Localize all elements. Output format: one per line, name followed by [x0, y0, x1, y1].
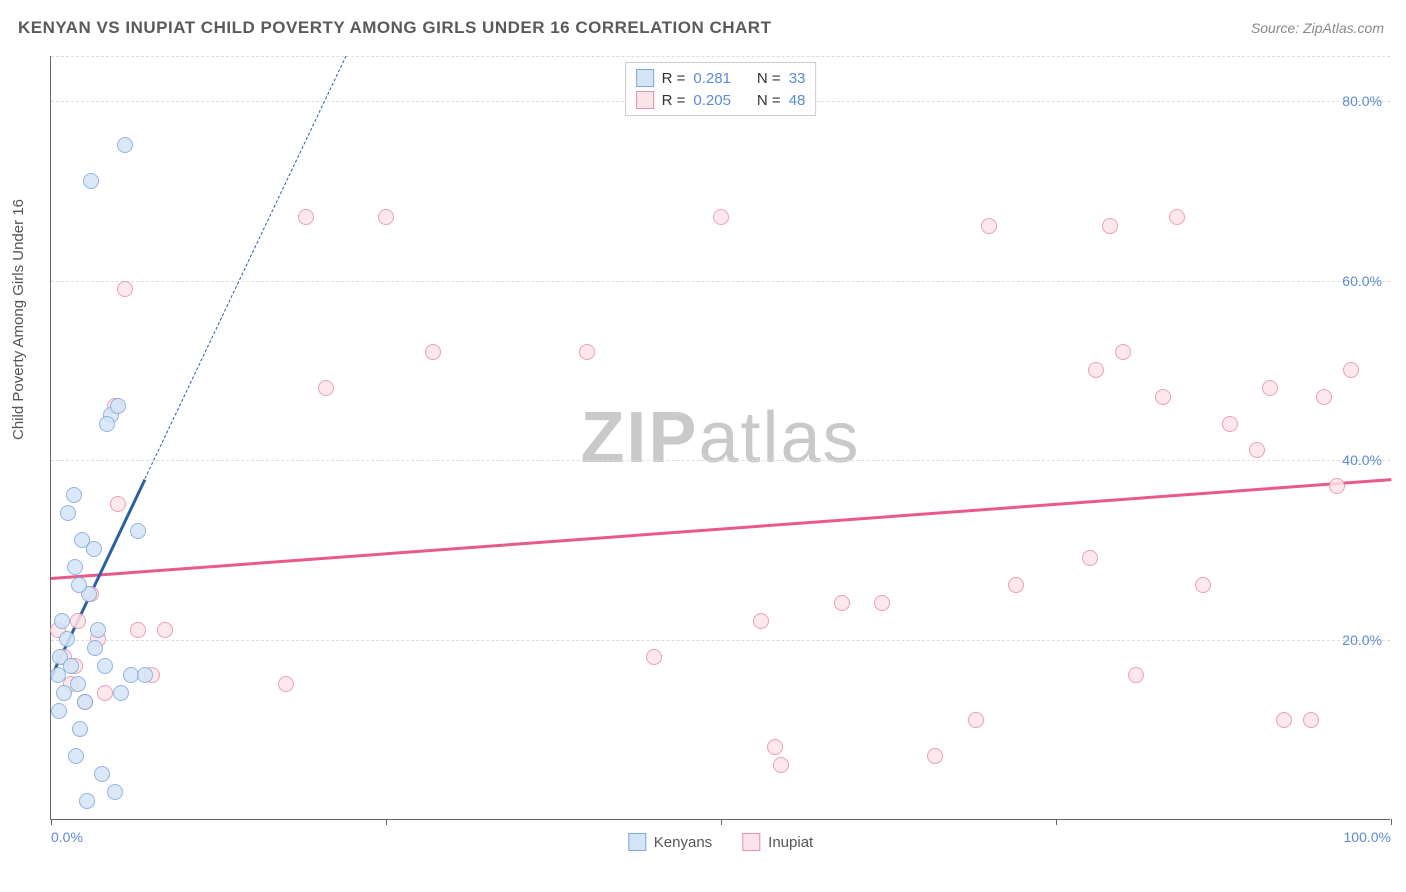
n-label: N =	[757, 70, 781, 87]
data-point	[97, 658, 113, 674]
data-point	[54, 613, 70, 629]
trendline	[51, 478, 1391, 580]
data-point	[70, 676, 86, 692]
data-point	[79, 793, 95, 809]
data-point	[63, 658, 79, 674]
data-point	[1222, 416, 1238, 432]
n-label: N =	[757, 92, 781, 109]
r-label: R =	[662, 70, 686, 87]
legend-stats: R = 0.281 N = 33 R = 0.205 N = 48	[625, 62, 817, 116]
data-point	[110, 496, 126, 512]
data-point	[1303, 712, 1319, 728]
watermark: ZIPatlas	[580, 397, 860, 479]
y-tick-label: 60.0%	[1342, 273, 1382, 289]
data-point	[130, 523, 146, 539]
data-point	[1169, 209, 1185, 225]
data-point	[83, 173, 99, 189]
data-point	[1008, 577, 1024, 593]
data-point	[425, 344, 441, 360]
data-point	[67, 559, 83, 575]
data-point	[753, 613, 769, 629]
data-point	[117, 137, 133, 153]
data-point	[70, 613, 86, 629]
legend-stats-row-inupiat: R = 0.205 N = 48	[636, 89, 806, 111]
data-point	[298, 209, 314, 225]
source-attribution: Source: ZipAtlas.com	[1251, 20, 1384, 36]
data-point	[97, 685, 113, 701]
data-point	[278, 676, 294, 692]
legend-label-inupiat: Inupiat	[768, 834, 813, 851]
data-point	[646, 649, 662, 665]
legend-item-inupiat: Inupiat	[742, 833, 813, 851]
data-point	[60, 505, 76, 521]
r-label: R =	[662, 92, 686, 109]
data-point	[1195, 577, 1211, 593]
data-point	[834, 595, 850, 611]
data-point	[87, 640, 103, 656]
legend-stats-row-kenyans: R = 0.281 N = 33	[636, 67, 806, 89]
data-point	[1088, 362, 1104, 378]
y-axis-label: Child Poverty Among Girls Under 16	[10, 199, 27, 440]
data-point	[1316, 389, 1332, 405]
data-point	[968, 712, 984, 728]
data-point	[137, 667, 153, 683]
data-point	[981, 218, 997, 234]
data-point	[767, 739, 783, 755]
data-point	[68, 748, 84, 764]
r-value-kenyans: 0.281	[693, 70, 731, 87]
data-point	[1329, 478, 1345, 494]
data-point	[579, 344, 595, 360]
swatch-kenyans	[636, 69, 654, 87]
data-point	[130, 622, 146, 638]
x-tick-label: 100.0%	[1344, 829, 1391, 845]
data-point	[72, 721, 88, 737]
data-point	[1155, 389, 1171, 405]
swatch-inupiat	[742, 833, 760, 851]
data-point	[318, 380, 334, 396]
data-point	[713, 209, 729, 225]
data-point	[99, 416, 115, 432]
plot-area: ZIPatlas 20.0%40.0%60.0%80.0% 0.0%100.0%…	[50, 56, 1390, 820]
data-point	[1262, 380, 1278, 396]
data-point	[1082, 550, 1098, 566]
data-point	[1102, 218, 1118, 234]
data-point	[90, 622, 106, 638]
data-point	[1276, 712, 1292, 728]
data-point	[1343, 362, 1359, 378]
data-point	[927, 748, 943, 764]
legend-label-kenyans: Kenyans	[654, 834, 712, 851]
legend-item-kenyans: Kenyans	[628, 833, 712, 851]
data-point	[71, 577, 87, 593]
data-point	[110, 398, 126, 414]
data-point	[59, 631, 75, 647]
n-value-kenyans: 33	[789, 70, 806, 87]
data-point	[157, 622, 173, 638]
data-point	[86, 541, 102, 557]
legend-series: Kenyans Inupiat	[628, 833, 813, 851]
data-point	[94, 766, 110, 782]
y-tick-label: 40.0%	[1342, 452, 1382, 468]
data-point	[1249, 442, 1265, 458]
data-point	[117, 281, 133, 297]
data-point	[113, 685, 129, 701]
data-point	[107, 784, 123, 800]
swatch-kenyans	[628, 833, 646, 851]
chart-title: KENYAN VS INUPIAT CHILD POVERTY AMONG GI…	[18, 18, 771, 38]
data-point	[874, 595, 890, 611]
data-point	[77, 694, 93, 710]
data-point	[66, 487, 82, 503]
data-point	[773, 757, 789, 773]
trendline	[144, 56, 346, 479]
y-tick-label: 80.0%	[1342, 93, 1382, 109]
r-value-inupiat: 0.205	[693, 92, 731, 109]
x-tick-label: 0.0%	[51, 829, 83, 845]
swatch-inupiat	[636, 91, 654, 109]
n-value-inupiat: 48	[789, 92, 806, 109]
data-point	[1128, 667, 1144, 683]
data-point	[1115, 344, 1131, 360]
data-point	[51, 703, 67, 719]
y-tick-label: 20.0%	[1342, 632, 1382, 648]
data-point	[378, 209, 394, 225]
